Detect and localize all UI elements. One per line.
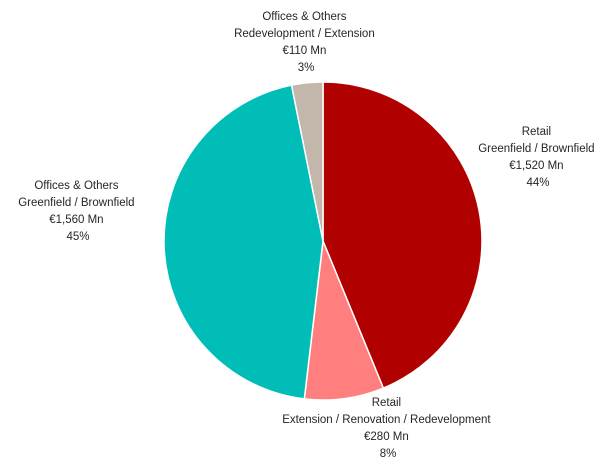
slice-2-category: Offices & Others — [34, 180, 118, 192]
pie-slice-0 — [322, 81, 483, 389]
slice-label-retail-extension: Retail Extension / Renovation / Redevelo… — [282, 397, 494, 460]
slice-0-subcategory: Greenfield / Brownfield — [478, 143, 594, 155]
slice-1-percent: 8% — [380, 448, 397, 460]
slice-3-subcategory: Redevelopment / Extension — [234, 28, 375, 40]
slice-label-offices-greenfield: Offices & Others Greenfield / Brownfield… — [18, 180, 138, 243]
slice-label-retail-greenfield: Retail Greenfield / Brownfield €1,520 Mn… — [478, 126, 598, 189]
slice-3-percent: 3% — [298, 62, 315, 74]
slice-3-value: €110 Mn — [282, 45, 326, 57]
slice-1-category: Retail — [372, 397, 401, 409]
slice-0-value: €1,520 Mn — [509, 160, 563, 172]
slice-label-offices-redevelopment: Offices & Others Redevelopment / Extensi… — [234, 11, 378, 74]
slice-1-subcategory: Extension / Renovation / Redevelopment — [282, 414, 491, 426]
slice-1-value: €280 Mn — [364, 431, 409, 443]
slice-0-category: Retail — [522, 126, 551, 138]
slice-2-subcategory: Greenfield / Brownfield — [18, 197, 134, 209]
slice-2-percent: 45% — [66, 231, 89, 243]
slice-0-percent: 44% — [526, 177, 549, 189]
pie-slice-3 — [290, 81, 324, 242]
pie-slice-2 — [163, 84, 324, 400]
slice-3-category: Offices & Others — [262, 11, 346, 23]
pie-slices — [163, 81, 483, 401]
slice-2-value: €1,560 Mn — [49, 214, 103, 226]
